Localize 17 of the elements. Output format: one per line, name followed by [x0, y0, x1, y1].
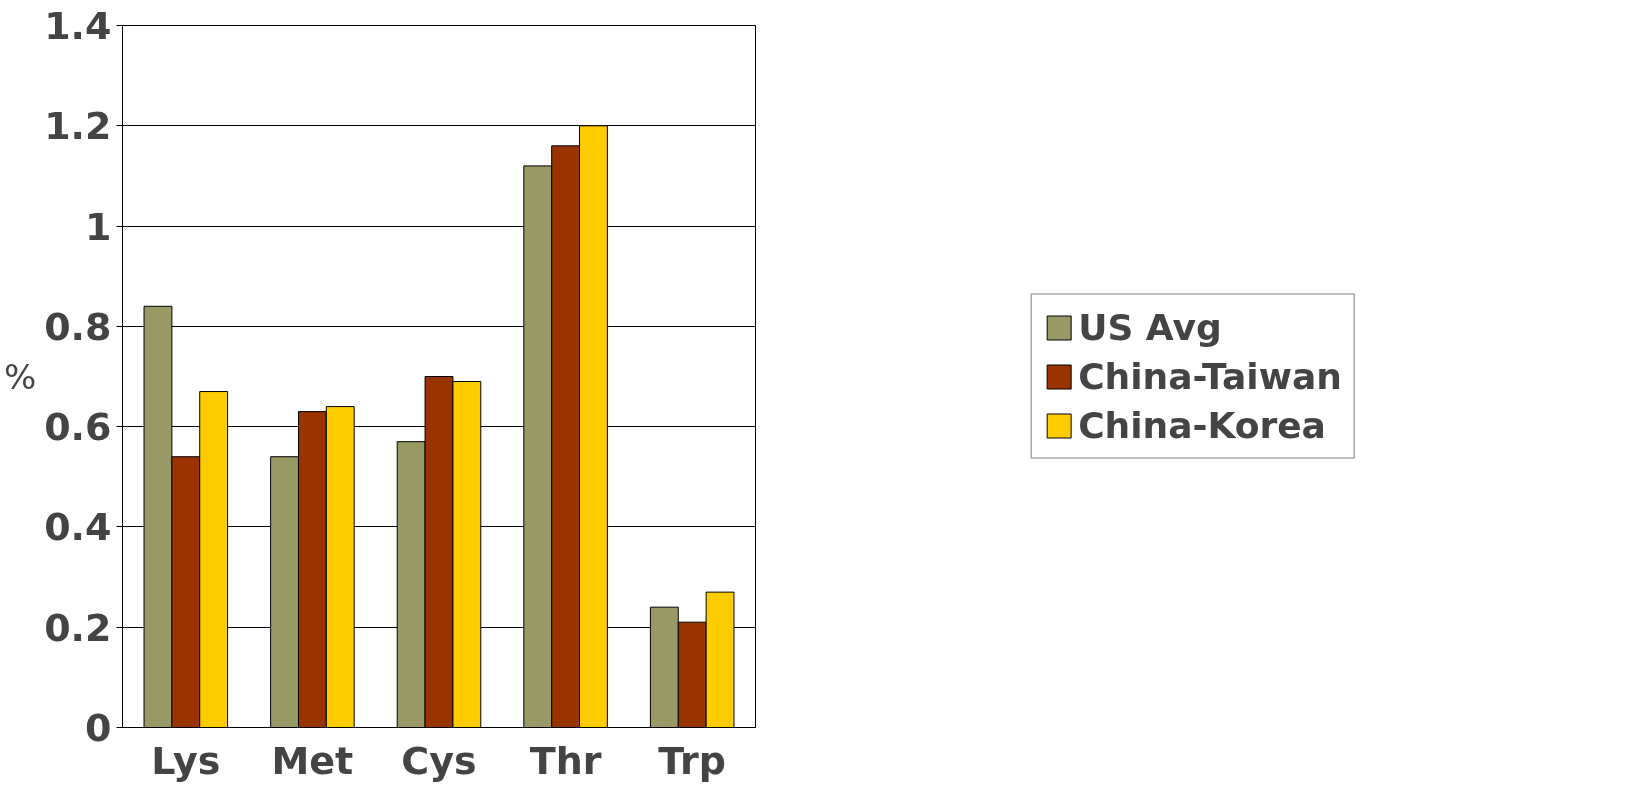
y-tick-label: 0.4 — [44, 505, 112, 550]
x-tick-label: Trp — [658, 738, 727, 783]
x-tick-label: Thr — [529, 738, 602, 783]
x-tick-label: Met — [271, 738, 354, 783]
x-tick-label: Lys — [151, 738, 221, 783]
y-axis-title: % — [3, 356, 37, 397]
y-tick-label: 0.6 — [44, 405, 112, 450]
legend-label: China-Taiwan — [1078, 355, 1342, 397]
legend-label: China-Korea — [1078, 404, 1326, 446]
y-tick-label: 1 — [85, 204, 112, 249]
y-tick-label: 0.8 — [44, 304, 112, 349]
y-tick-label: 0.2 — [44, 605, 112, 650]
y-tick-label: 0 — [85, 706, 112, 750]
y-tick-label: 1.2 — [44, 104, 112, 149]
legend-label: US Avg — [1078, 306, 1222, 348]
x-tick-label: Cys — [401, 738, 477, 783]
y-tick-label: 1.4 — [44, 4, 112, 48]
